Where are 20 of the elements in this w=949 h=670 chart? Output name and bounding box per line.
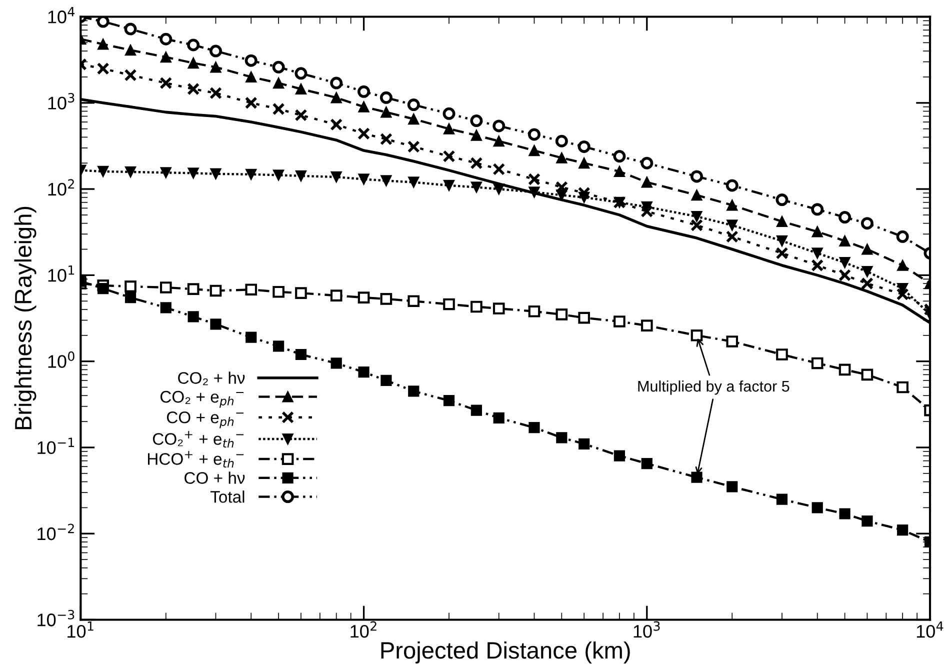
y-tick-label: 10$^{0}$ <box>48 351 74 368</box>
legend-label: CO₂$^{+}$ + e$_{th}$$^{−}$ <box>152 431 244 448</box>
y-tick-label: 10$^{−2}$ <box>38 524 74 540</box>
legend-label: CO₂ + hν <box>178 372 245 386</box>
x-tick-label: 10$^{4}$ <box>916 621 944 638</box>
y-axis-title: Brightness (Rayleigh) <box>14 206 36 430</box>
legend-label: Total <box>210 490 244 503</box>
annotation: Multiplied by a factor 5 <box>638 380 790 395</box>
legend-label: CO + hν <box>184 472 245 484</box>
x-tick-label: 10$^{3}$ <box>634 621 660 638</box>
y-tick-label: 10$^{−1}$ <box>38 438 74 454</box>
legend-label: CO + e$_{ph}$$^{−}$ <box>166 411 244 428</box>
y-tick-label: 10$^{1}$ <box>48 265 74 282</box>
y-tick-label: 10$^{4}$ <box>48 7 75 24</box>
x-axis-title: Projected Distance (km) <box>381 641 630 664</box>
y-tick-label: 10$^{3}$ <box>48 93 74 110</box>
y-tick-label: 10$^{2}$ <box>48 179 74 196</box>
legend-label: CO₂ + e$_{ph}$$^{−}$ <box>160 390 244 408</box>
legend-label: HCO$^{+}$ + e$_{th}$$^{−}$ <box>148 451 244 468</box>
x-tick-label: 10$^{2}$ <box>350 621 376 638</box>
